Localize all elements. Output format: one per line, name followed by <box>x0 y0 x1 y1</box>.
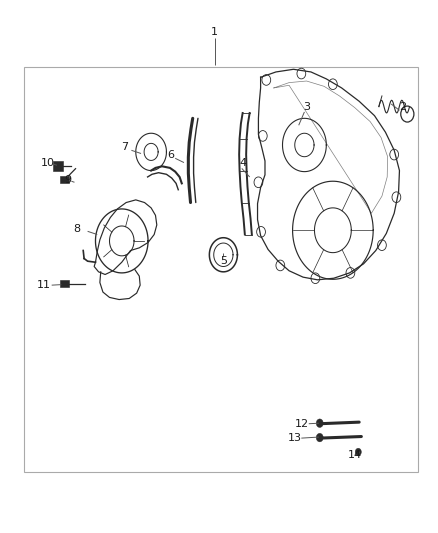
Text: 2: 2 <box>399 102 406 111</box>
Bar <box>24 67 418 472</box>
Bar <box>60 176 69 183</box>
Circle shape <box>316 419 323 427</box>
Text: 3: 3 <box>303 102 310 111</box>
Bar <box>60 280 69 287</box>
Text: 9: 9 <box>64 175 71 184</box>
Bar <box>53 161 63 171</box>
Text: 6: 6 <box>167 150 174 159</box>
Text: 13: 13 <box>287 433 301 443</box>
Text: 8: 8 <box>73 224 80 234</box>
Text: 1: 1 <box>211 27 218 37</box>
Text: 5: 5 <box>220 256 227 266</box>
Text: 10: 10 <box>41 158 55 167</box>
Circle shape <box>355 448 361 456</box>
Text: 4: 4 <box>240 158 247 167</box>
Text: 7: 7 <box>121 142 128 151</box>
Text: 12: 12 <box>295 419 309 429</box>
Text: 14: 14 <box>348 450 362 459</box>
Circle shape <box>316 433 323 442</box>
Text: 11: 11 <box>37 280 51 290</box>
